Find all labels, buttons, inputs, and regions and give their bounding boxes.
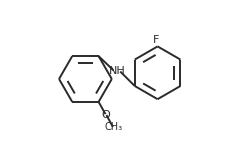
Text: F: F	[153, 35, 159, 45]
Text: NH: NH	[109, 66, 126, 76]
Text: CH₃: CH₃	[104, 122, 122, 132]
Text: O: O	[102, 110, 110, 120]
